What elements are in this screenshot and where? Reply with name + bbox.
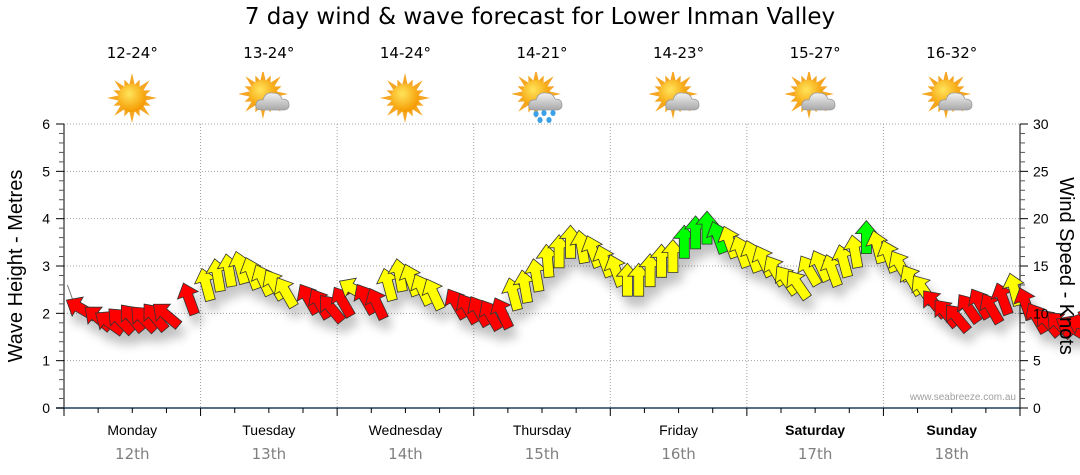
wind-arrow <box>421 278 446 312</box>
partly-cloudy-icon <box>785 72 836 119</box>
day-temperature: 16-32° <box>926 44 978 62</box>
x-day-label: Thursday <box>513 422 571 438</box>
y2-tick-label: 10 <box>1033 305 1049 321</box>
x-day-label: Sunday <box>926 422 977 438</box>
y-axis-title: Wave Height - Metres <box>5 170 27 363</box>
x-date-label: 16th <box>661 445 695 463</box>
wind-arrow <box>330 286 356 319</box>
x-date-label: 17th <box>798 445 832 463</box>
wind-arrow <box>152 303 183 330</box>
wind-arrow <box>786 270 812 302</box>
day-temperature: 12-24° <box>106 44 158 62</box>
wind-arrow <box>603 254 627 288</box>
day-temperature: 13-24° <box>243 44 295 62</box>
arrow-series <box>65 210 1080 341</box>
x-day-label: Friday <box>659 422 698 438</box>
y2-tick-label: 25 <box>1033 163 1049 179</box>
y-tick-label: 5 <box>42 163 50 179</box>
sunny-icon <box>107 73 158 123</box>
y2-tick-label: 15 <box>1033 258 1049 274</box>
wind-arrow <box>592 244 616 279</box>
wind-arrow <box>489 297 515 331</box>
x-date-label: 15th <box>525 445 559 463</box>
x-date-label: 13th <box>252 445 286 463</box>
wind-arrow <box>580 235 604 270</box>
chart-title: 7 day wind & wave forecast for Lower Inm… <box>244 4 836 30</box>
day-temperature: 14-23° <box>653 44 705 62</box>
y-tick-label: 2 <box>42 305 50 321</box>
showers-icon <box>512 72 563 123</box>
wind-arrow <box>717 225 741 260</box>
y-tick-label: 1 <box>42 353 50 369</box>
y2-axis-title: Wind Speed - Knots <box>1055 177 1077 355</box>
y-tick-label: 6 <box>42 116 50 132</box>
partly-cloudy-icon <box>648 72 699 119</box>
x-day-label: Monday <box>107 422 157 438</box>
x-date-label: 14th <box>388 445 422 463</box>
partly-cloudy-icon <box>238 72 290 119</box>
y-tick-label: 4 <box>42 211 50 227</box>
x-day-label: Wednesday <box>369 422 443 438</box>
y2-tick-label: 5 <box>1033 353 1041 369</box>
y-tick-label: 0 <box>42 400 50 416</box>
sunny-icon <box>380 73 431 123</box>
wind-arrow <box>364 287 389 322</box>
x-date-label: 12th <box>115 445 149 463</box>
y2-tick-label: 0 <box>1033 400 1041 416</box>
x-day-label: Saturday <box>785 422 845 438</box>
day-temperature: 15-27° <box>789 44 841 62</box>
day-temperature: 14-21° <box>516 44 568 62</box>
y2-tick-label: 30 <box>1033 116 1049 132</box>
wind-arrow <box>1066 312 1080 336</box>
x-date-label: 18th <box>934 445 968 463</box>
y-tick-label: 3 <box>42 258 50 274</box>
x-day-label: Tuesday <box>242 422 295 438</box>
wind-arrow <box>273 277 299 310</box>
day-temperature: 14-24° <box>379 44 431 62</box>
partly-cloudy-icon <box>921 72 973 119</box>
wind-arrow <box>865 230 889 265</box>
wind-arrow <box>176 282 200 317</box>
y2-tick-label: 20 <box>1033 211 1049 227</box>
watermark: www.seabreeze.com.au <box>909 392 1016 403</box>
